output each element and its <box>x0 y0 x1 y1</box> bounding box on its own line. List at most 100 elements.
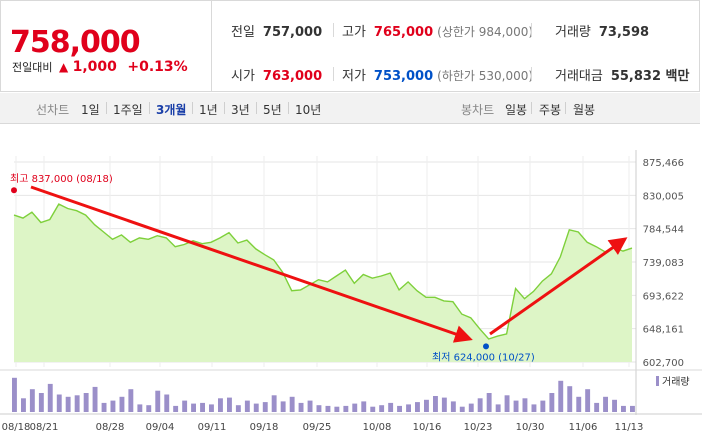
stat-trade-amount: 거래대금 55,832 백만 <box>555 65 689 84</box>
up-arrow-icon: ▲ <box>58 60 69 74</box>
volume-bar <box>621 405 626 412</box>
change-value: 1,000 <box>72 59 117 75</box>
volume-bar <box>531 404 537 412</box>
tab-period-10y[interactable]: 10년 <box>295 103 322 117</box>
volume-legend: 거래량 <box>662 376 690 388</box>
volume-bar <box>200 402 205 412</box>
downtrend-arrow <box>30 185 473 343</box>
tab-period-1y[interactable]: 1년 <box>199 103 218 117</box>
volume-bar <box>522 398 528 412</box>
stat-label: 거래량 <box>555 25 591 40</box>
divider <box>531 67 532 81</box>
volume-bar <box>56 394 62 412</box>
stat-value: 55,832 백만 <box>610 69 690 84</box>
x-tick-label: 08/18 <box>2 422 31 433</box>
stat-upper-limit: (상한가 984,000) <box>437 25 534 39</box>
volume-bar <box>182 400 188 412</box>
stat-volume: 거래량 73,598 <box>555 21 649 40</box>
y-tick-label: 693,622 <box>643 291 684 302</box>
volume-bar <box>594 402 600 412</box>
y-tick-label: 602,700 <box>643 358 684 369</box>
stat-open: 시가 763,000 <box>231 65 322 84</box>
x-tick-label: 10/23 <box>464 422 493 433</box>
volume-bar <box>504 395 510 412</box>
volume-bar <box>370 406 376 412</box>
volume-bar <box>253 403 259 412</box>
volume-bar <box>47 383 53 412</box>
volume-bar <box>218 398 223 412</box>
volume-bar <box>352 403 358 412</box>
x-tick-label: 11/06 <box>569 422 598 433</box>
volume-bar <box>415 402 420 412</box>
divider <box>333 67 334 81</box>
volume-bar <box>441 397 447 412</box>
volume-bar <box>406 404 411 412</box>
stat-prev-close: 전일 757,000 <box>231 21 322 40</box>
volume-legend-swatch <box>656 376 659 386</box>
volume-bar <box>486 393 492 412</box>
volume-bar <box>137 404 143 412</box>
volume-bar <box>459 406 465 412</box>
volume-bar <box>343 405 349 412</box>
tab-period-5y[interactable]: 5년 <box>263 103 282 117</box>
volume-bar <box>235 405 241 412</box>
price-box: 758,000 전일대비 ▲ 1,000 +0.13% <box>1 1 212 91</box>
x-tick-label: 10/08 <box>363 422 392 433</box>
y-tick-label: 784,544 <box>643 225 684 236</box>
volume-bar <box>280 401 286 412</box>
volume-bar <box>146 405 152 412</box>
volume-bar <box>450 401 456 412</box>
volume-bar <box>262 402 268 412</box>
volume-bar <box>558 380 564 412</box>
tab-period-3m[interactable]: 3개월 <box>156 103 187 117</box>
volume-bar <box>630 405 635 412</box>
tab-candle-monthly[interactable]: 월봉 <box>573 103 596 117</box>
stat-value: 73,598 <box>598 25 650 40</box>
current-price: 758,000 <box>10 25 141 60</box>
volume-bar <box>540 400 546 412</box>
uptrend-arrow <box>489 237 628 336</box>
x-tick-label: 09/25 <box>303 422 332 433</box>
tab-period-1w[interactable]: 1주일 <box>113 103 143 117</box>
volume-bar <box>612 399 617 412</box>
volume-bar <box>74 395 80 412</box>
stat-label: 시가 <box>231 69 255 84</box>
low-label: 최저 624,000 (10/27) <box>432 351 535 363</box>
volume-bar <box>316 405 322 412</box>
volume-bar <box>119 396 125 412</box>
volume-bar <box>567 386 573 412</box>
stat-high: 고가 765,000 (상한가 984,000) <box>342 21 533 40</box>
volume-bar <box>495 404 501 412</box>
price-line <box>13 203 633 340</box>
tab-period-1d[interactable]: 1일 <box>81 103 100 117</box>
volume-bar <box>209 404 214 412</box>
divider <box>106 102 107 114</box>
price-change: 전일대비 ▲ 1,000 +0.13% <box>12 59 188 75</box>
volume-bar <box>227 397 232 412</box>
volume-bar <box>603 396 608 412</box>
price-area <box>14 204 632 362</box>
volume-bar <box>379 405 385 412</box>
x-tick-label: 09/11 <box>198 422 227 433</box>
stat-label: 고가 <box>342 25 366 40</box>
low-marker <box>483 343 489 350</box>
tab-period-3y[interactable]: 3년 <box>231 103 250 117</box>
x-tick-label: 10/16 <box>413 422 442 433</box>
y-tick-label: 875,466 <box>643 158 684 169</box>
tab-candle-daily[interactable]: 일봉 <box>505 103 528 117</box>
volume-bar <box>549 393 555 412</box>
volume-bar <box>424 399 429 412</box>
stat-label: 저가 <box>342 69 366 84</box>
chart-tab-bar: 선차트 1일 1주일 3개월 1년 3년 5년 10년 봉차트 일봉 주봉 월봉 <box>0 93 700 124</box>
volume-bar <box>164 394 170 412</box>
volume-bar <box>576 396 582 412</box>
volume-bar <box>307 400 313 412</box>
tab-candle-weekly[interactable]: 주봉 <box>539 103 562 117</box>
high-marker <box>11 187 17 194</box>
quote-panel: 758,000 전일대비 ▲ 1,000 +0.13% 전일 757,000 고가… <box>0 0 700 92</box>
volume-bar <box>513 400 519 412</box>
volume-bar <box>29 389 35 412</box>
volume-bar <box>433 396 438 412</box>
divider <box>192 102 193 114</box>
volume-bar <box>128 389 134 412</box>
